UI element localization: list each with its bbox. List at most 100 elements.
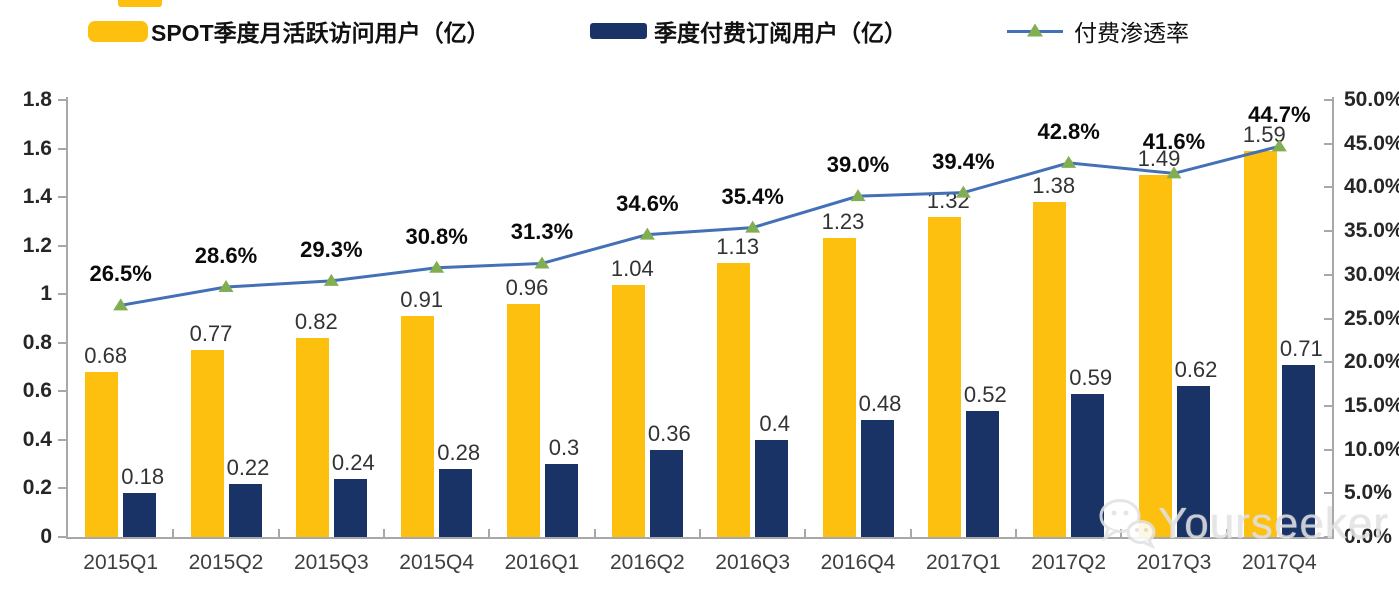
x-axis-category-label: 2016Q2 <box>609 551 685 574</box>
right-axis-tick-label: 5.0% <box>1344 481 1392 505</box>
x-axis-tick <box>804 529 807 537</box>
right-axis-tick <box>1324 273 1332 276</box>
mau-bar <box>1033 201 1067 537</box>
mau-bar <box>295 337 329 537</box>
x-axis-category-label: 2016Q4 <box>820 551 896 574</box>
x-axis-category-label: 2017Q2 <box>1031 551 1107 574</box>
x-axis-category-label: 2017Q4 <box>1241 551 1317 574</box>
mau-value-label: 1.32 <box>926 187 970 213</box>
subscribers-value-label: 0.28 <box>437 440 481 466</box>
mau-bar <box>1243 150 1277 537</box>
x-axis-category-label: 2015Q2 <box>188 551 264 574</box>
penetration-point-marker <box>113 298 129 311</box>
mau-value-label: 0.91 <box>400 287 444 313</box>
penetration-point-marker <box>534 256 550 269</box>
x-axis-tick <box>699 529 701 537</box>
subscribers-swatch-icon <box>590 23 647 39</box>
penetration-value-label: 39.4% <box>932 148 995 174</box>
x-axis-tick <box>909 529 912 537</box>
mau-bar <box>927 216 961 537</box>
mau-bar <box>85 371 119 537</box>
subscribers-value-label: 0.62 <box>1174 357 1218 383</box>
x-axis-line <box>66 537 1334 539</box>
mau-bar <box>611 284 645 537</box>
subscribers-bar <box>333 478 367 537</box>
subscribers-value-label: 0.59 <box>1069 364 1113 390</box>
penetration-value-label: 34.6% <box>616 190 679 216</box>
x-axis-category-label: 2017Q3 <box>1136 551 1212 574</box>
subscribers-value-label: 0.52 <box>963 381 1007 407</box>
penetration-point-marker <box>745 220 761 233</box>
subscribers-bar <box>1071 393 1105 537</box>
subscribers-value-label: 0.71 <box>1279 335 1323 361</box>
mau-bar <box>717 262 751 537</box>
penetration-value-label: 30.8% <box>405 223 468 249</box>
subscribers-value-label: 0.36 <box>647 420 691 446</box>
penetration-point-marker <box>1061 155 1077 168</box>
x-axis-tick <box>383 529 385 537</box>
subscribers-value-label: 0.4 <box>759 410 790 436</box>
x-axis-tick <box>1015 529 1017 537</box>
x-axis-tick <box>1225 529 1228 537</box>
right-axis-tick-label: 25.0% <box>1344 306 1399 330</box>
x-axis-tick <box>488 529 491 537</box>
mau-legend-label: SPOT季度月活跃访问用户（亿） <box>151 20 490 46</box>
left-axis-tick-label: 1.2 <box>22 233 52 257</box>
left-axis-tick-label: 1.8 <box>22 88 52 111</box>
mau-value-label: 0.68 <box>84 342 128 368</box>
x-axis-category-label: 2015Q1 <box>83 551 159 574</box>
penetration-point-marker <box>429 260 445 273</box>
legend-item-subscribers: 季度付费订阅用户（亿） <box>590 16 907 46</box>
mau-value-label: 1.23 <box>821 209 865 235</box>
right-axis-tick <box>1324 99 1332 101</box>
right-axis-tick <box>1324 536 1332 538</box>
right-axis-tick-label: 40.0% <box>1344 175 1399 199</box>
penetration-value-label: 31.3% <box>510 219 574 245</box>
x-axis-tick <box>1120 529 1123 537</box>
x-axis-tick <box>277 529 280 537</box>
right-axis-tick <box>1324 230 1332 233</box>
subscribers-legend-label: 季度付费订阅用户（亿） <box>654 20 907 46</box>
mau-bar <box>190 350 224 537</box>
left-axis-tick-label: 0 <box>40 525 52 548</box>
left-axis-tick <box>58 196 66 199</box>
x-axis-category-label: 2015Q4 <box>399 551 475 574</box>
mau-value-label: 1.38 <box>1032 172 1076 198</box>
subscribers-bar <box>228 483 262 537</box>
subscribers-value-label: 0.24 <box>331 449 375 475</box>
mau-value-label: 0.82 <box>294 308 338 334</box>
penetration-value-label: 41.6% <box>1142 129 1206 155</box>
x-axis-category-label: 2015Q3 <box>293 551 369 574</box>
subscribers-bar <box>123 493 157 537</box>
right-axis-tick-label: 0.0% <box>1344 525 1392 548</box>
mau-swatch-icon <box>88 20 148 42</box>
right-axis-tick-label: 45.0% <box>1344 131 1399 155</box>
left-axis-tick-label: 1.4 <box>22 185 52 209</box>
penetration-line-swatch <box>1007 23 1063 37</box>
left-axis-tick <box>58 536 66 538</box>
left-axis-tick <box>58 390 66 393</box>
mau-bar <box>506 303 540 537</box>
right-axis-line <box>1332 97 1334 537</box>
left-axis-tick-label: 1 <box>40 282 52 306</box>
penetration-line-path <box>120 144 1280 307</box>
right-axis-tick <box>1324 404 1332 407</box>
right-axis-tick <box>1324 492 1332 495</box>
right-axis-tick <box>1324 186 1332 189</box>
penetration-point-marker <box>639 227 655 240</box>
left-axis-tick <box>58 487 66 490</box>
left-axis-tick <box>58 293 66 296</box>
subscribers-bar <box>544 464 578 537</box>
penetration-point-marker <box>218 280 234 293</box>
x-axis-category-label: 2016Q1 <box>504 551 580 574</box>
right-axis-tick-label: 10.0% <box>1344 437 1399 461</box>
right-axis-tick-label: 15.0% <box>1344 393 1399 417</box>
left-axis-tick <box>58 244 66 247</box>
triangle-marker-icon <box>1027 23 1043 37</box>
x-axis-category-label: 2017Q1 <box>925 551 1001 574</box>
left-axis-tick <box>58 147 66 150</box>
right-axis-tick-label: 50.0% <box>1344 88 1399 111</box>
mau-bar <box>1138 175 1172 537</box>
subscribers-value-label: 0.18 <box>121 464 165 490</box>
